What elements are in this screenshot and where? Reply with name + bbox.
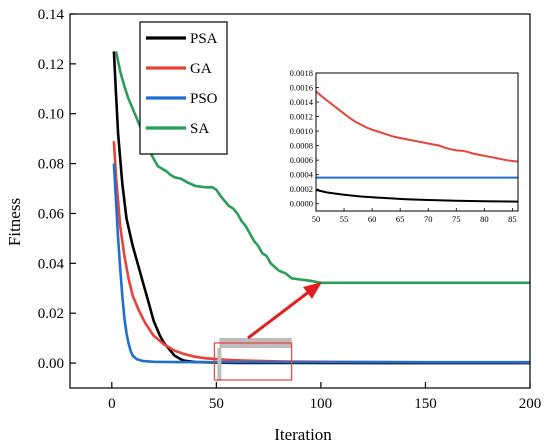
inset-y-tick-label: 0.0018 xyxy=(290,68,313,78)
y-axis-title: Fitness xyxy=(5,198,24,246)
inset-y-tick-label: 0.0004 xyxy=(290,170,314,180)
x-tick-label: 150 xyxy=(414,396,437,412)
x-tick-label: 0 xyxy=(108,396,116,412)
series-line-pso xyxy=(112,163,531,364)
zoom-highlight-post xyxy=(217,348,222,381)
inset-y-tick-label: 0.0010 xyxy=(290,126,313,136)
inset-y-tick-label: 0.0006 xyxy=(290,155,313,165)
x-tick-label: 200 xyxy=(519,396,542,412)
legend-label-pso: PSO xyxy=(190,91,218,107)
inset-x-tick-label: 60 xyxy=(368,214,377,224)
y-tick-label: 0.10 xyxy=(38,107,64,123)
x-tick-label: 100 xyxy=(310,396,333,412)
zoom-region-box xyxy=(213,342,293,381)
x-axis-title: Iteration xyxy=(274,425,332,444)
y-tick-label: 0.08 xyxy=(38,157,64,173)
inset-frame xyxy=(315,72,519,212)
y-tick-label: 0.00 xyxy=(38,356,64,372)
y-tick-label: 0.06 xyxy=(38,206,65,222)
axes: 0 50 100 150 200 0.00 0.02 0.04 0.06 0.08 0.10 0.12… xyxy=(38,7,542,412)
inset-x-tick-label: 50 xyxy=(312,214,321,224)
x-tick-label: 50 xyxy=(209,396,224,412)
inset-x-tick-label: 80 xyxy=(480,214,489,224)
y-tick-label: 0.14 xyxy=(38,7,65,23)
zoom-arrow-shaft xyxy=(247,286,315,340)
zoom-marker xyxy=(213,282,322,381)
inset-x-tick-label: 55 xyxy=(340,214,349,224)
inset-y-tick-label: 0.0008 xyxy=(290,141,313,151)
inset-x-tick-label: 75 xyxy=(452,214,461,224)
y-tick-label: 0.04 xyxy=(38,256,65,272)
inset-x-tick-label: 65 xyxy=(396,214,405,224)
inset-y-tick-label: 0.0014 xyxy=(290,97,314,107)
inset-x-tick-label: 70 xyxy=(424,214,433,224)
zoom-arrow-head xyxy=(303,282,322,299)
legend-label-sa: SA xyxy=(190,121,209,137)
inset-y-tick-label: 0.0012 xyxy=(290,112,313,122)
inset-x-tick-label: 85 xyxy=(508,214,517,224)
legend: PSA GA PSO SA xyxy=(139,21,228,155)
inset-plot: 50 55 60 65 70 75 80 85 0.0000 0.0002 0.0004 0.0006… xyxy=(290,68,519,224)
plot-frame xyxy=(69,13,531,389)
legend-box xyxy=(139,21,228,155)
legend-label-psa: PSA xyxy=(190,31,218,47)
y-tick-label: 0.02 xyxy=(38,306,64,322)
inset-series-line-ga xyxy=(315,90,519,163)
inset-y-tick-label: 0.0002 xyxy=(290,184,313,194)
inset-series-line-psa xyxy=(315,188,519,203)
inset-y-tick-label: 0.0016 xyxy=(290,83,313,93)
legend-label-ga: GA xyxy=(190,61,212,77)
y-tick-label: 0.12 xyxy=(38,57,64,73)
inset-y-tick-label: 0.0000 xyxy=(290,199,313,209)
